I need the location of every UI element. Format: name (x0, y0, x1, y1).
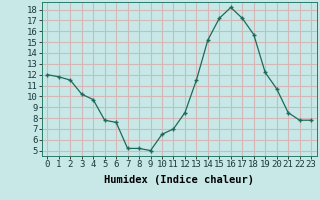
X-axis label: Humidex (Indice chaleur): Humidex (Indice chaleur) (104, 175, 254, 185)
